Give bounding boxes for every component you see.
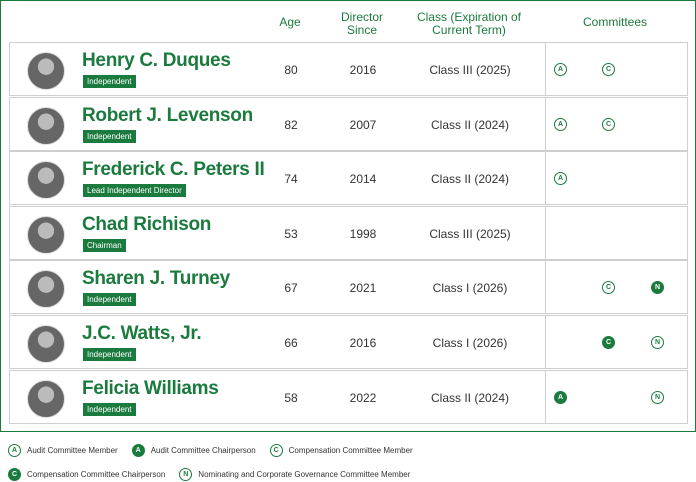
role-badge: Independent <box>83 75 136 88</box>
age: 74 <box>284 172 298 187</box>
legend-item: C Compensation Committee Member <box>269 444 413 457</box>
committee-icon: N <box>651 390 664 404</box>
legend-label: Audit Committee Chairperson <box>150 446 256 455</box>
director-since: 2014 <box>349 172 377 187</box>
legend-item: N Nominating and Corporate Governance Com… <box>179 468 410 481</box>
director-name: Robert J. Levenson <box>82 104 253 126</box>
committee-icon: C <box>602 281 615 295</box>
director-since: 2021 <box>349 281 377 296</box>
committee-icon: C <box>602 117 615 131</box>
legend-label: Audit Committee Member <box>27 446 118 455</box>
photo <box>27 52 65 90</box>
legend-item: A Audit Committee Member <box>8 444 118 457</box>
legend-icon: N <box>179 468 193 481</box>
photo <box>27 270 65 309</box>
legend-item: C Compensation Committee Chairperson <box>8 468 165 481</box>
director-row: Sharen J. Turney Independent 67 2021 Class I… <box>9 260 688 315</box>
class: Class II (2024) <box>430 117 510 132</box>
director-name: Frederick C. Peters II <box>82 159 265 181</box>
committee-icon: N <box>651 336 664 349</box>
director-name: J.C. Watts, Jr. <box>82 323 202 344</box>
director-since: 2016 <box>349 336 377 350</box>
director-row: Chad Richison Chairman 53 1998 Class III (20… <box>9 205 688 260</box>
committee-icon: C <box>602 336 615 349</box>
director-row: Frederick C. Peters II Lead Independent D… <box>9 151 688 206</box>
director-row: J.C. Watts, Jr. Independent 66 2016 Class I … <box>9 315 688 369</box>
divider <box>545 97 546 150</box>
age: 80 <box>284 63 298 77</box>
age: 67 <box>284 281 298 296</box>
committee-icon: A <box>554 390 567 404</box>
committee-icon: A <box>554 172 567 186</box>
divider <box>545 370 546 423</box>
role-badge: Independent <box>83 348 136 361</box>
committee-icon: A <box>554 63 567 76</box>
committee-icon: N <box>651 281 664 295</box>
director-row: Robert J. Levenson Independent 82 2007 Class… <box>9 96 688 151</box>
role-badge: Independent <box>83 402 136 416</box>
legend-icon: C <box>269 444 283 457</box>
role-badge: Lead Independent Director <box>83 184 186 198</box>
photo <box>27 379 65 418</box>
photo <box>27 106 65 145</box>
legend-icon: A <box>8 444 21 457</box>
class: Class II (2024) <box>430 172 510 187</box>
class: Class I (2026) <box>432 336 508 350</box>
legend-label: Compensation Committee Chairperson <box>27 470 166 479</box>
legend-label: Nominating and Corporate Governance Comm… <box>198 470 411 479</box>
photo <box>27 161 65 200</box>
director-name: Chad Richison <box>82 213 212 235</box>
legend-item: A Audit Committee Chairperson <box>131 444 256 457</box>
legend: A Audit Committee Member A Audit Committee … <box>8 444 588 482</box>
director-since: 2016 <box>349 63 377 77</box>
committee-icon: A <box>554 117 567 131</box>
divider <box>545 316 546 368</box>
age: 66 <box>284 336 298 350</box>
director-name: Felicia Williams <box>82 377 219 399</box>
divider <box>545 206 546 259</box>
director-name: Henry C. Duques <box>82 50 231 71</box>
class: Class III (2025) <box>429 63 511 77</box>
photo <box>27 215 65 254</box>
director-since: 1998 <box>349 226 377 241</box>
role-badge: Independent <box>83 129 136 143</box>
role-badge: Independent <box>83 293 136 307</box>
director-name: Sharen J. Turney <box>82 268 230 290</box>
photo <box>27 325 65 363</box>
age: 53 <box>284 226 298 241</box>
class: Class III (2025) <box>429 226 511 241</box>
age: 82 <box>284 117 298 132</box>
director-row: Felicia Williams Independent 58 2022 Class I… <box>9 369 688 424</box>
header-age: Age <box>279 15 301 29</box>
class: Class II (2024) <box>430 390 510 405</box>
divider <box>545 261 546 314</box>
divider <box>545 43 546 95</box>
director-since: 2022 <box>349 390 377 405</box>
header-since: Director Since <box>340 10 384 37</box>
director-since: 2007 <box>349 117 377 132</box>
header-class: Class (Expiration of Current Term) <box>416 10 522 37</box>
divider <box>545 152 546 205</box>
director-row: Henry C. Duques Independent 80 2016 Class II… <box>9 42 688 96</box>
role-badge: Chairman <box>83 238 126 252</box>
legend-icon: A <box>131 444 145 457</box>
directors-table: Age Director Since Class (Expiration of … <box>0 0 696 432</box>
class: Class I (2026) <box>432 281 508 296</box>
legend-icon: C <box>8 468 21 481</box>
header-committees: Committees <box>582 15 648 29</box>
committee-icon: C <box>602 63 615 76</box>
legend-label: Compensation Committee Member <box>288 446 413 455</box>
age: 58 <box>284 390 298 405</box>
